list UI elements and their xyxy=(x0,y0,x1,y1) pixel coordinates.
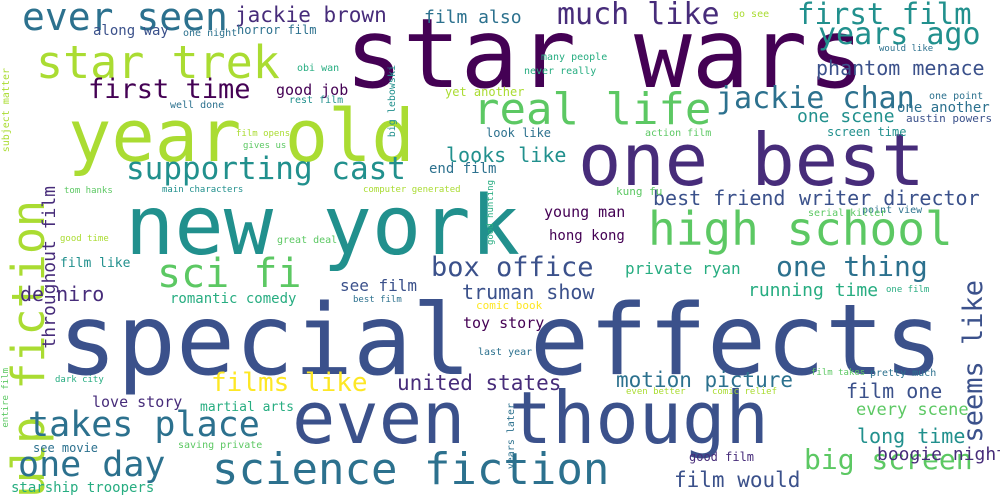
word-film-also: film also xyxy=(424,7,522,28)
word-obi-wan: obi wan xyxy=(297,63,340,74)
word-film-takes: film takes xyxy=(811,368,866,378)
word-even-better: even better xyxy=(626,387,686,397)
word-united-states: united states xyxy=(397,371,562,395)
word-one-day: one day xyxy=(18,445,166,485)
word-end-film: end film xyxy=(429,161,497,177)
word-subject-matter: subject matter xyxy=(1,68,12,153)
word-computer-generated: computer generated xyxy=(363,185,461,195)
word-motion-picture: motion picture xyxy=(616,368,794,392)
word-starship-troopers: starship troopers xyxy=(11,480,155,496)
word-one-night: one night xyxy=(183,28,238,39)
word-one-scene: one scene xyxy=(797,106,895,127)
word-action-film: action film xyxy=(645,128,712,139)
word-film-one: film one xyxy=(846,379,943,403)
word-film-would: film would xyxy=(674,468,801,492)
word-writer-director: writer director xyxy=(799,186,980,210)
word-good-time: good time xyxy=(60,234,109,244)
word-entire-film: entire film xyxy=(1,368,11,428)
word-star-wars: star wars xyxy=(345,0,866,110)
word-throughout-film: throughout film xyxy=(39,186,60,349)
word-never-really: never really xyxy=(524,66,597,77)
word-years-later: years later xyxy=(506,403,517,470)
word-kung-fu: kung fu xyxy=(616,185,663,198)
word-horror-film: horror film xyxy=(237,23,317,37)
word-one-thing: one thing xyxy=(776,250,928,283)
word-yet-another: yet another xyxy=(445,85,525,99)
word-look-like: look like xyxy=(486,126,552,140)
word-comic-book: comic book xyxy=(476,299,543,312)
word-best-film: best film xyxy=(353,295,402,305)
word-science-fiction: science fiction xyxy=(212,444,610,495)
word-toy-story: toy story xyxy=(463,314,545,332)
word-austin-powers: austin powers xyxy=(906,112,993,125)
word-year-old: year old xyxy=(68,94,415,178)
word-go-see: go see xyxy=(733,9,770,20)
word-rest-film: rest film xyxy=(289,95,344,106)
word-romantic-comedy: romantic comedy xyxy=(170,291,297,307)
word-screen-time: screen time xyxy=(827,125,907,139)
word-well-done: well done xyxy=(170,100,225,111)
word-one-point: one point xyxy=(929,91,984,102)
word-takes-place: takes place xyxy=(28,405,260,445)
word-film-like: film like xyxy=(60,256,131,271)
word-new-york: new york xyxy=(125,179,520,274)
word-supporting-cast: supporting cast xyxy=(126,151,406,187)
word-high-school: high school xyxy=(648,202,953,256)
word-best-friend: best friend xyxy=(653,186,786,210)
word-comic-relief: comic relief xyxy=(712,387,778,397)
word-good-job: good job xyxy=(276,81,349,99)
word-special-effects: special effects xyxy=(58,284,944,398)
word-gives-us: gives us xyxy=(243,141,287,151)
word-one-another: one another xyxy=(897,100,990,116)
word-film-opens: film opens xyxy=(236,129,291,139)
word-private-ryan: private ryan xyxy=(625,259,741,278)
word-many-people: many people xyxy=(541,52,608,63)
word-great-deal: great deal xyxy=(277,235,338,246)
word-truman-show: truman show xyxy=(462,280,595,304)
word-hong-kong: hong kong xyxy=(549,228,625,244)
word-one-film: one film xyxy=(886,285,930,295)
word-much-like: much like xyxy=(557,0,720,32)
word-films-like: films like xyxy=(211,368,368,398)
word-would-like: would like xyxy=(879,44,934,54)
word-point-view: point view xyxy=(862,205,923,216)
word-long-time: long time xyxy=(857,424,966,448)
word-real-life: real life xyxy=(473,84,712,135)
word-big-lebowski: big lebowski xyxy=(387,65,398,138)
word-young-man: young man xyxy=(544,203,626,221)
word-boogie-nights: boogie nights xyxy=(877,444,1000,465)
word-every-scene: every scene xyxy=(856,400,969,420)
word-serial-killer: serial killer xyxy=(808,208,887,219)
word-box-office: box office xyxy=(431,252,594,283)
word-running-time: running time xyxy=(748,280,879,301)
word-good-film: good film xyxy=(689,450,755,464)
word-dark-city: dark city xyxy=(55,375,104,385)
word-see-film: see film xyxy=(340,276,418,295)
word-even-though: even though xyxy=(292,376,769,460)
word-jackie-brown: jackie brown xyxy=(235,3,387,27)
word-martial-arts: martial arts xyxy=(200,400,294,415)
word-along-way: along way xyxy=(93,23,169,39)
word-years-ago: years ago xyxy=(818,17,981,52)
word-ever-seen: ever seen xyxy=(22,0,228,39)
word-tom-hanks: tom hanks xyxy=(64,186,113,196)
word-jackie-chan: jackie chan xyxy=(716,81,915,116)
word-pretty-much: pretty much xyxy=(870,368,937,379)
word-last-year: last year xyxy=(478,347,533,358)
word-big-screen: big screen xyxy=(804,443,973,476)
word-see-movie: see movie xyxy=(33,441,99,455)
word-good-hunting: good hunting xyxy=(486,180,496,246)
word-sci-fi: sci fi xyxy=(157,251,302,297)
word-star-trek: star trek xyxy=(36,36,280,89)
word-saving-private: saving private xyxy=(178,440,263,451)
word-one-best: one best xyxy=(578,118,925,202)
word-phantom-menace: phantom menace xyxy=(816,56,985,80)
word-first-film: first film xyxy=(797,0,972,31)
word-first-time: first time xyxy=(88,74,251,105)
word-looks-like: looks like xyxy=(446,143,567,167)
word-de-niro: de niro xyxy=(20,282,105,306)
word-love-story: love story xyxy=(92,393,183,411)
word-main-characters: main characters xyxy=(162,185,244,195)
